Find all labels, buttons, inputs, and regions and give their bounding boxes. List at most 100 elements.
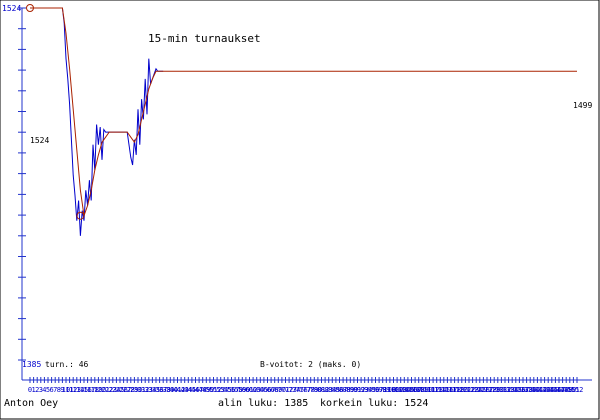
x-tick-label: 50: [206, 386, 214, 394]
x-tick-label: 59: [238, 386, 246, 394]
x-tick-label: 98: [378, 386, 386, 394]
x-tick-label: 102: [391, 386, 404, 394]
x-tick-label: 26: [119, 386, 127, 394]
x-tick-label: 17: [87, 386, 95, 394]
player-name: Anton Oey: [4, 398, 58, 409]
x-tick-label: 27: [123, 386, 131, 394]
chart-title: 15-min turnaukset: [148, 32, 261, 45]
x-tick-label: 61: [245, 386, 253, 394]
x-tick-label: 140: [527, 386, 540, 394]
x-tick-label: 85: [332, 386, 340, 394]
x-tick-label: 129: [488, 386, 501, 394]
x-tick-label: 87: [339, 386, 347, 394]
x-tick-label: 40: [170, 386, 178, 394]
x-tick-label: 120: [455, 386, 468, 394]
x-tick-label: 143: [538, 386, 551, 394]
x-tick-label: 71: [281, 386, 289, 394]
x-tick-label: 96: [371, 386, 379, 394]
x-tick-label: 152: [571, 386, 584, 394]
x-tick-labels: 0 1 2 3 4 5 6 7 8 9101112131415161718192021222324…: [28, 386, 583, 394]
x-tick-label: 67: [267, 386, 275, 394]
x-tick-label: 124: [470, 386, 483, 394]
x-tick-label: 43: [180, 386, 188, 394]
x-tick-label: 55: [224, 386, 232, 394]
x-tick-label: 76: [299, 386, 307, 394]
highest-rating: korkein luku: 1524: [320, 398, 428, 409]
x-tick-label: 117: [445, 386, 458, 394]
x-tick-label: 58: [234, 386, 242, 394]
x-tick-label: 149: [560, 386, 573, 394]
x-tick-label: 146: [549, 386, 562, 394]
x-tick-label: 0: [28, 386, 32, 394]
x-tick-label: 104: [398, 386, 411, 394]
x-tick-label: 5: [46, 386, 50, 394]
x-tick-label: 57: [231, 386, 239, 394]
x-tick-label: 60: [242, 386, 250, 394]
x-tick-label: 64: [256, 386, 264, 394]
x-tick-label: 73: [288, 386, 296, 394]
x-tick-label: 6: [49, 386, 53, 394]
x-tick-label: 25: [116, 386, 124, 394]
x-tick-label: 109: [416, 386, 429, 394]
x-tick-label: 38: [163, 386, 171, 394]
x-tick-label: 123: [466, 386, 479, 394]
x-tick-label: 105: [402, 386, 415, 394]
x-tick-label: 31: [137, 386, 145, 394]
x-tick-label: 81: [317, 386, 325, 394]
x-tick-label: 37: [159, 386, 167, 394]
x-tick-label: 47: [195, 386, 203, 394]
x-tick-label: 80: [314, 386, 322, 394]
extreme-marker-1: [26, 4, 34, 12]
series-line-1: [30, 7, 164, 236]
x-tick-label: 112: [427, 386, 440, 394]
x-tick-label: 23: [109, 386, 117, 394]
x-tick-label: 36: [155, 386, 163, 394]
x-tick-label: 151: [567, 386, 580, 394]
x-tick-label: 30: [134, 386, 142, 394]
x-tick-label: 84: [328, 386, 336, 394]
x-tick-label: 111: [423, 386, 436, 394]
x-tick-label: 138: [520, 386, 533, 394]
x-tick-label: 133: [502, 386, 515, 394]
marker-layer: [26, 4, 85, 220]
x-tick-label: 86: [335, 386, 343, 394]
x-tick-label: 42: [177, 386, 185, 394]
x-tick-label: 78: [306, 386, 314, 394]
x-tick-label: 77: [303, 386, 311, 394]
x-tick-label: 21: [101, 386, 109, 394]
x-tick-label: 114: [434, 386, 447, 394]
x-tick-label: 33: [145, 386, 153, 394]
x-tick-label: 110: [420, 386, 433, 394]
x-tick-label: 108: [412, 386, 425, 394]
x-tick-label: 70: [278, 386, 286, 394]
x-tick-label: 19: [94, 386, 102, 394]
x-tick-label: 51: [209, 386, 217, 394]
x-tick-label: 113: [430, 386, 443, 394]
x-tick-label: 24: [112, 386, 120, 394]
x-tick-label: 44: [184, 386, 192, 394]
series-line-2: [30, 7, 577, 216]
x-tick-label: 115: [437, 386, 450, 394]
x-tick-label: 56: [227, 386, 235, 394]
series-layer: [30, 7, 577, 236]
x-tick-label: 118: [448, 386, 461, 394]
x-tick-label: 148: [556, 386, 569, 394]
start-rating-label: 1524: [30, 136, 49, 145]
x-tick-label: 101: [387, 386, 400, 394]
x-tick-label: 28: [127, 386, 135, 394]
b-wins-info: B-voitot: 2 (maks. 0): [260, 360, 361, 369]
x-tick-label: 53: [216, 386, 224, 394]
x-tick-label: 127: [481, 386, 494, 394]
x-tick-label: 93: [360, 386, 368, 394]
x-tick-label: 94: [364, 386, 372, 394]
x-tick-label: 74: [292, 386, 300, 394]
x-tick-label: 126: [477, 386, 490, 394]
x-tick-label: 82: [321, 386, 329, 394]
x-tick-label: 20: [98, 386, 106, 394]
x-tick-label: 7: [53, 386, 57, 394]
x-tick-label: 107: [409, 386, 422, 394]
x-tick-label: 132: [499, 386, 512, 394]
x-tick-label: 34: [148, 386, 156, 394]
x-tick-label: 125: [473, 386, 486, 394]
